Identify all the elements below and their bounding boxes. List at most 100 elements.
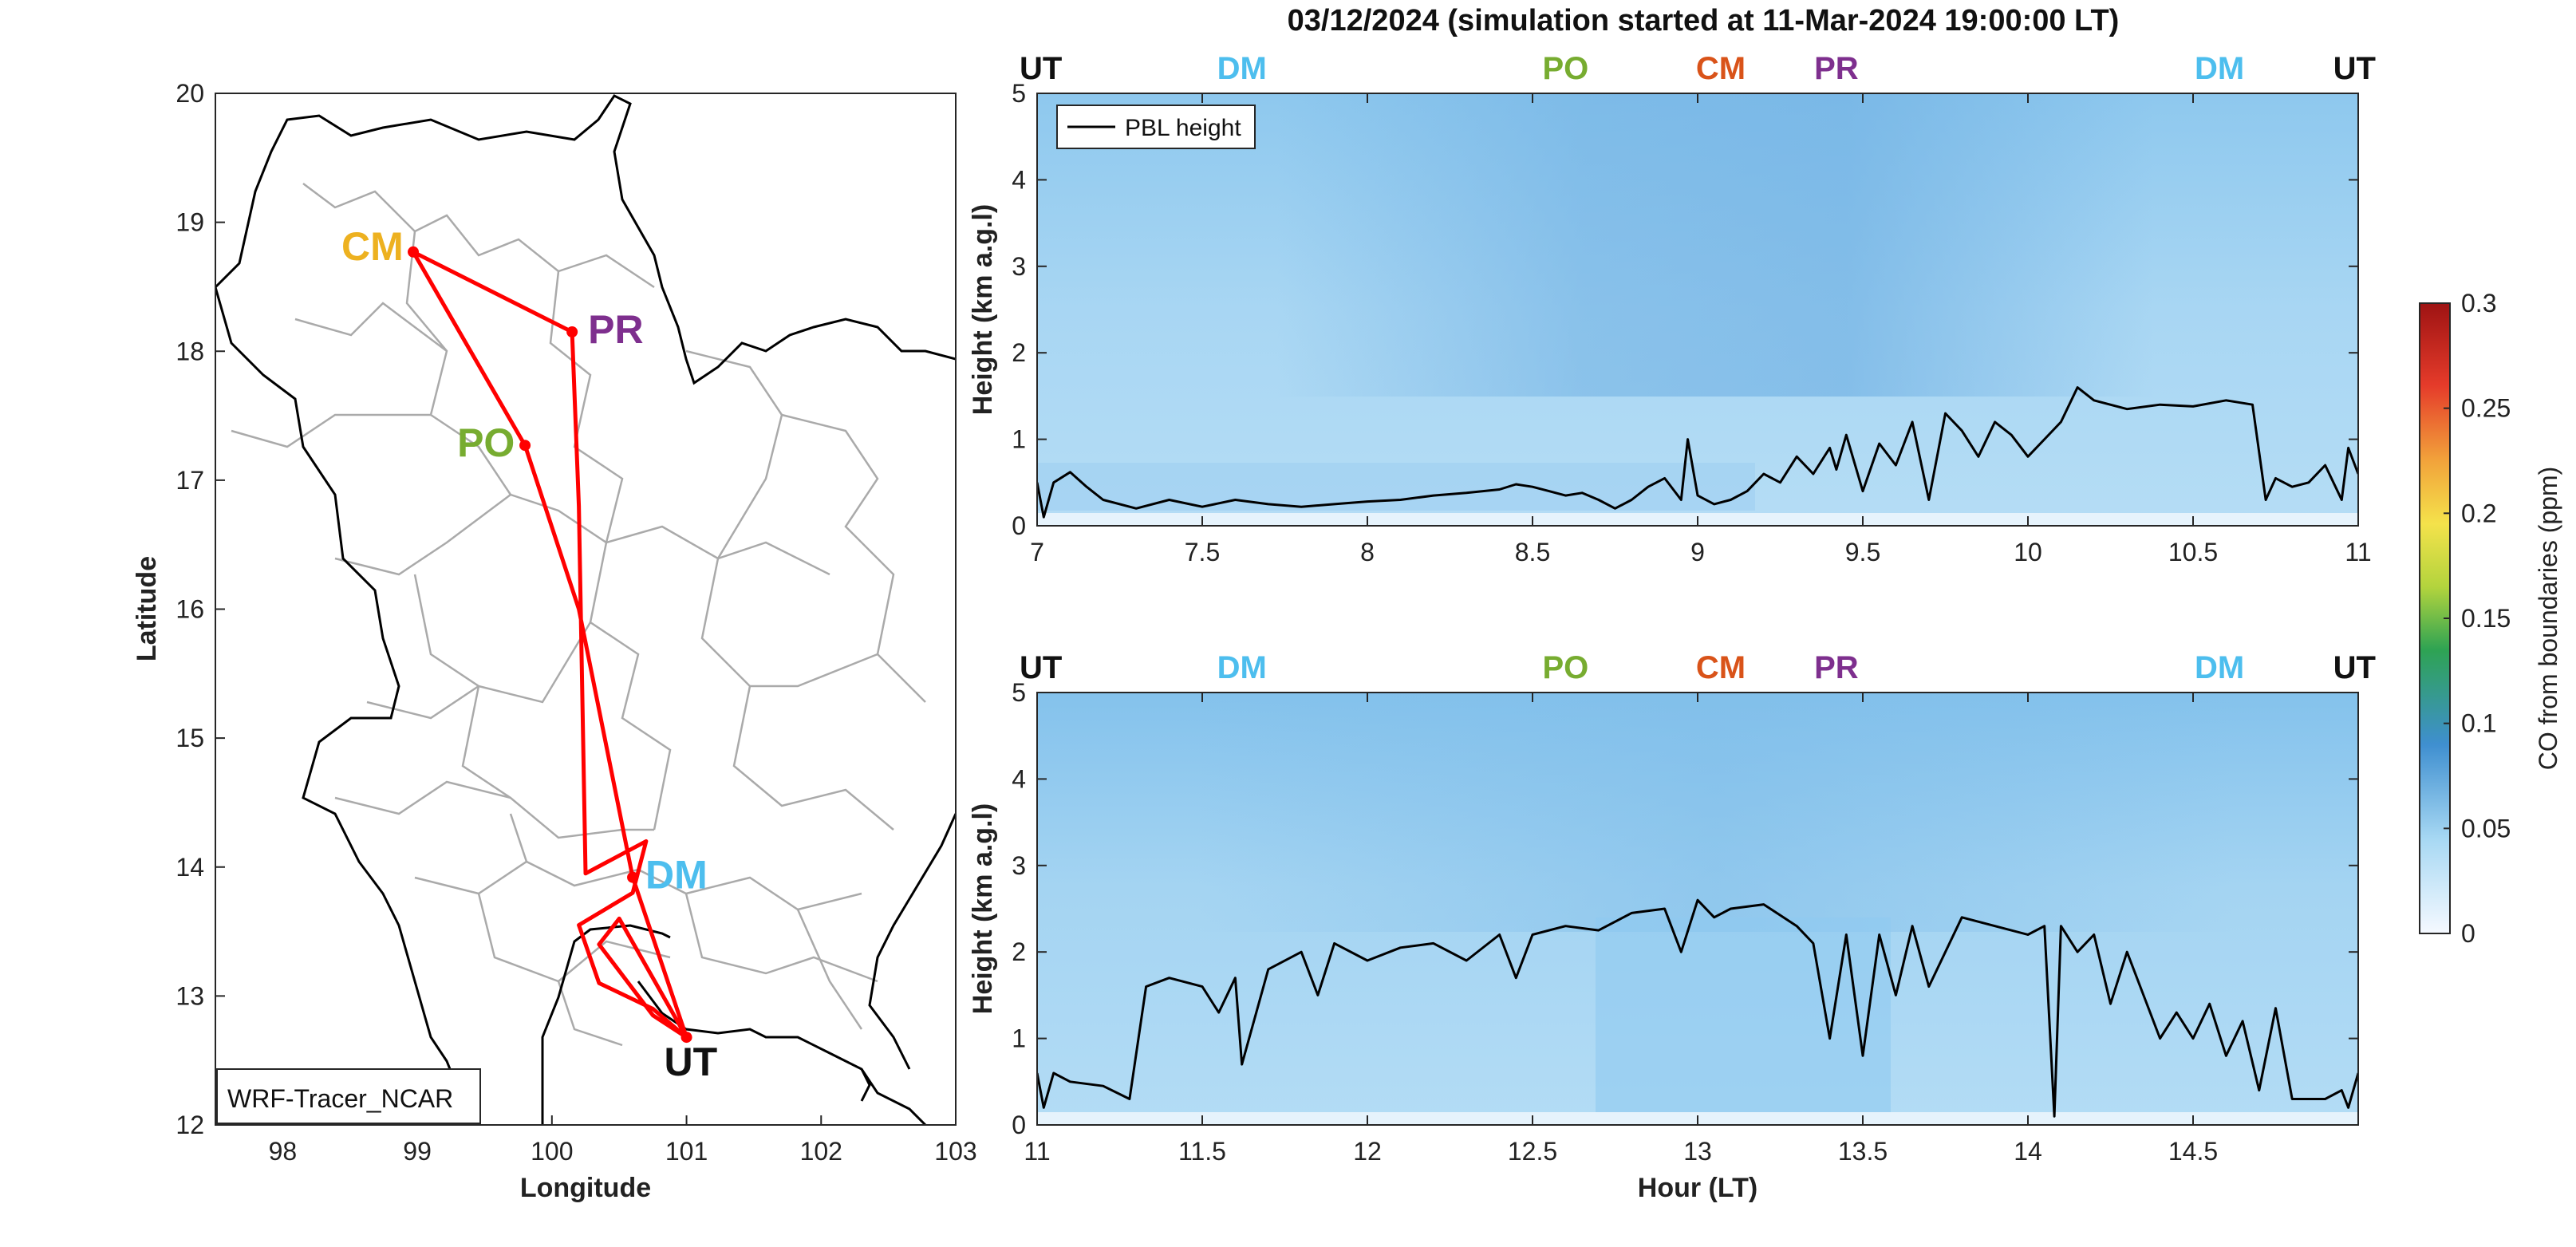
map-x-tick-label: 100 — [531, 1137, 573, 1166]
bot-site-label-ut: UT — [2333, 650, 2376, 685]
province-boundaries — [231, 183, 926, 1047]
site-markers: CM PR PO DM UT — [341, 224, 717, 1084]
top-x-tick-label: 7.5 — [1185, 538, 1220, 566]
top-y-tick-label: 3 — [1012, 252, 1026, 281]
legend-label: PBL height — [1125, 115, 1241, 141]
bot-x-tick-label: 13 — [1683, 1137, 1712, 1166]
top-heatmap-band — [1276, 93, 2154, 397]
top-x-tick-label: 8 — [1360, 538, 1375, 566]
top-y-tick-label: 4 — [1012, 165, 1026, 194]
top-x-tick-label: 9 — [1690, 538, 1705, 566]
bot-site-label-dm: DM — [1217, 650, 1267, 685]
map-axes-box — [215, 93, 957, 1126]
map-panel: CM PR PO DM UT 98 99 100 101 102 103 12 13 14 15 16 17… — [132, 79, 977, 1203]
bot-y-tick-label: 2 — [1012, 937, 1026, 966]
bot-site-label-dm: DM — [2195, 650, 2244, 685]
map-y-label: Latitude — [132, 556, 162, 661]
bottom-heatmap-panel: 11 11.5 12 12.5 13 13.5 1 4 14.5 0 1 2 3 4 5 UT DM PO CM… — [968, 650, 2376, 1203]
top-site-label-pr: PR — [1814, 51, 1859, 86]
top-heatmap-panel: 7 7.5 8 8.5 9 9.5 10 10.5 11 0 1 2 3 4 5 UT DM PO CM PR DM… — [968, 51, 2376, 566]
colorbar-tick-label: 0.05 — [2461, 814, 2511, 843]
map-x-label: Longitude — [520, 1173, 651, 1203]
site-label-po: PO — [457, 420, 515, 465]
model-label-box — [216, 1068, 481, 1124]
map-y-ticks: 12 13 14 15 16 17 18 19 20 — [176, 79, 225, 1139]
bot-y-tick-label: 0 — [1012, 1111, 1026, 1139]
top-site-markers: UT DM PO CM PR DM UT — [1020, 51, 2376, 86]
bottom-heatmap-band — [1197, 693, 2234, 932]
top-site-label-dm: DM — [2195, 51, 2244, 86]
site-label-cm: CM — [341, 224, 404, 269]
map-x-tick-label: 101 — [665, 1137, 708, 1166]
bottom-pbl-line — [1037, 898, 2358, 1118]
top-y-tick-label: 5 — [1012, 79, 1026, 108]
colorbar-ticks: 0 0.05 0.1 0.15 0.2 0.25 0.3 — [2444, 289, 2511, 948]
top-x-tick-label: 11 — [2345, 538, 2371, 566]
bot-y-tick-label: 5 — [1012, 678, 1026, 707]
map-y-tick-label: 16 — [176, 595, 204, 624]
bot-x-tick-label: 13.5 — [1838, 1137, 1888, 1166]
country-border — [215, 94, 956, 1125]
bot-site-label-pr: PR — [1814, 650, 1859, 685]
map-x-tick-label: 99 — [403, 1137, 432, 1166]
bottom-x-ticks: 11 11.5 12 12.5 13 13.5 14 14.5 — [1024, 693, 2218, 1166]
colorbar-tick-label: 0.2 — [2461, 499, 2496, 527]
site-label-ut: UT — [665, 1040, 718, 1084]
map-y-tick-label: 19 — [176, 208, 204, 237]
top-y-tick-label: 1 — [1012, 425, 1026, 454]
bot-x-tick-label: 12 — [1353, 1137, 1382, 1166]
top-y-tick-label: 2 — [1012, 338, 1026, 367]
map-y-tick-label: 15 — [176, 724, 204, 752]
bot-y-tick-label: 3 — [1012, 851, 1026, 880]
top-site-label-ut: UT — [2333, 51, 2376, 86]
bot-site-label-ut: UT — [1020, 650, 1062, 685]
colorbar-label: CO from boundaries (ppm) — [2534, 467, 2562, 771]
top-x-ticks: 7 7.5 8 8.5 9 9.5 10 10.5 11 — [1030, 93, 2372, 566]
bottom-x-label: Hour (LT) — [1638, 1173, 1757, 1203]
bottom-heatmap-column — [1596, 917, 1891, 1117]
top-y-tick-label: 0 — [1012, 511, 1026, 540]
map-y-tick-label: 18 — [176, 337, 204, 365]
site-label-pr: PR — [588, 307, 643, 352]
top-site-label-dm: DM — [1217, 51, 1267, 86]
top-x-tick-label: 10 — [2014, 538, 2042, 566]
colorbar: 0 0.05 0.1 0.15 0.2 0.25 0.3 CO from boundarie… — [2419, 289, 2562, 948]
map-x-tick-label: 103 — [934, 1137, 976, 1166]
top-site-label-cm: CM — [1696, 51, 1746, 86]
top-x-tick-label: 8.5 — [1515, 538, 1550, 566]
map-x-tick-label: 102 — [800, 1137, 842, 1166]
site-dot-cm — [408, 246, 420, 258]
bot-x-tick-label: 14.5 — [2168, 1137, 2218, 1166]
model-label: WRF-Tracer_NCAR — [227, 1084, 453, 1113]
top-y-ticks: 0 1 2 3 4 5 — [1012, 79, 2358, 540]
top-x-tick-label: 7 — [1030, 538, 1044, 566]
bottom-y-label: Height (km a.g.l) — [968, 803, 998, 1014]
site-dot-ut — [680, 1032, 692, 1044]
bot-x-tick-label: 11.5 — [1178, 1137, 1226, 1166]
top-y-label: Height (km a.g.l) — [968, 204, 998, 415]
bot-x-tick-label: 12.5 — [1508, 1137, 1557, 1166]
map-y-tick-label: 20 — [176, 79, 204, 108]
bot-y-tick-label: 4 — [1012, 764, 1026, 793]
bot-x-tick-label: 11 — [1024, 1137, 1050, 1166]
site-dot-dm — [627, 871, 639, 883]
top-site-label-ut: UT — [1020, 51, 1062, 86]
bot-y-tick-label: 1 — [1012, 1024, 1026, 1053]
flight-track — [411, 250, 688, 1040]
map-x-tick-label: 98 — [269, 1137, 298, 1166]
top-site-label-po: PO — [1543, 51, 1589, 86]
site-dot-pr — [566, 326, 578, 338]
pbl-legend: PBL height — [1056, 105, 1256, 149]
colorbar-tick-label: 0.25 — [2461, 394, 2511, 423]
colorbar-tick-label: 0.3 — [2461, 289, 2496, 318]
map-y-tick-label: 13 — [176, 981, 204, 1010]
bottom-y-ticks: 0 1 2 3 4 5 — [1012, 678, 2358, 1139]
top-x-tick-label: 9.5 — [1845, 538, 1880, 566]
bot-site-label-cm: CM — [1696, 650, 1746, 685]
map-y-tick-label: 14 — [176, 853, 204, 882]
map-y-tick-label: 17 — [176, 466, 204, 495]
map-x-ticks: 98 99 100 101 102 103 — [269, 1115, 977, 1166]
bot-site-label-po: PO — [1543, 650, 1589, 685]
top-x-tick-label: 10.5 — [2168, 538, 2218, 566]
